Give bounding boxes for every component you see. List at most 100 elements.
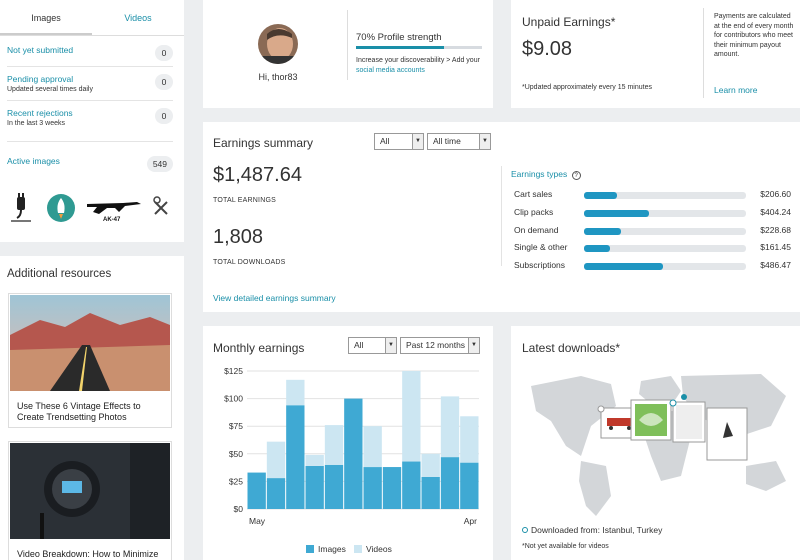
bar-videos xyxy=(305,454,324,466)
bar-images xyxy=(344,398,363,509)
tab-videos[interactable]: Videos xyxy=(124,13,152,23)
legend-label: Images xyxy=(318,544,346,554)
social-media-link[interactable]: social media accounts xyxy=(356,67,425,74)
bar-videos xyxy=(421,453,440,477)
total-downloads-label: TOTAL DOWNLOADS xyxy=(213,259,286,266)
tools-thumbnail[interactable] xyxy=(153,192,169,224)
stat-sub: In the last 3 weeks xyxy=(7,120,65,127)
earnings-type-bar-fill xyxy=(584,263,663,271)
bar-videos xyxy=(440,396,460,458)
bar-images xyxy=(421,476,440,509)
earnings-type-bar-fill xyxy=(584,227,622,235)
earnings-type-row: Subscriptions $486.47 xyxy=(514,260,794,272)
rifle-thumbnail[interactable]: AK-47 xyxy=(85,192,145,224)
lighting-setup-image xyxy=(10,443,170,539)
rocket-thumbnail[interactable] xyxy=(45,192,77,224)
help-icon[interactable]: ? xyxy=(571,171,581,180)
bar-videos xyxy=(324,425,344,465)
discoverability-text: Increase your discoverability > Add your… xyxy=(356,56,491,76)
learn-more-link[interactable]: Learn more xyxy=(714,85,758,95)
world-map[interactable] xyxy=(521,366,791,516)
tab-images[interactable]: Images xyxy=(0,0,92,35)
earnings-type-bar xyxy=(584,192,746,199)
download-location-marker[interactable] xyxy=(681,394,687,400)
bar-videos xyxy=(286,379,305,406)
payment-note: Payments are calculated at the end of ev… xyxy=(714,13,794,58)
monthly-type-select[interactable]: All ▼ xyxy=(348,337,397,354)
download-thumbnails xyxy=(597,399,748,461)
stat-active-images[interactable]: Active images 549 xyxy=(7,156,173,172)
earnings-type-bar xyxy=(584,245,746,253)
bar-images xyxy=(247,472,266,509)
x-tick-label: May xyxy=(249,516,266,526)
stat-label[interactable]: Not yet submitted xyxy=(7,45,74,55)
stat-label[interactable]: Recent rejections xyxy=(7,108,73,118)
y-tick-label: $0 xyxy=(234,504,244,514)
bar-images xyxy=(286,405,305,509)
earnings-type-bar-fill xyxy=(584,192,618,199)
stat-not-yet-submitted[interactable]: Not yet submitted 0 xyxy=(7,45,173,61)
resource-title[interactable]: Use These 6 Vintage Effects to Create Tr… xyxy=(17,401,141,422)
total-downloads-value: 1,808 xyxy=(213,226,264,248)
bar-videos xyxy=(402,371,421,462)
legend-swatch-images xyxy=(306,545,314,553)
additional-resources-panel: Additional resources Use These 6 Vintage… xyxy=(0,256,184,560)
x-tick-label: Apr xyxy=(464,516,477,526)
media-tabs: Images Videos xyxy=(0,0,184,36)
bar-videos xyxy=(460,416,479,463)
profile-panel: Hi, thor83 70% Profile strength Increase… xyxy=(203,0,493,108)
stat-pending-approval[interactable]: Pending approval Updated several times d… xyxy=(7,74,173,94)
earnings-type-value: $228.68 xyxy=(760,224,791,235)
avatar[interactable] xyxy=(258,24,298,64)
earnings-type-value: $486.47 xyxy=(760,260,791,271)
videos-note: *Not yet available for videos xyxy=(522,543,609,550)
monthly-earnings-panel: Monthly earnings All ▼ Past 12 months ▼ … xyxy=(203,326,493,560)
resource-card[interactable]: Use These 6 Vintage Effects to Create Tr… xyxy=(8,293,172,428)
avatar-image xyxy=(258,24,298,64)
bar-images xyxy=(402,461,421,509)
chevron-down-icon: ▼ xyxy=(385,338,396,353)
bar-images xyxy=(324,464,344,509)
y-tick-label: $125 xyxy=(224,366,243,376)
bar-images xyxy=(460,462,479,509)
profile-strength-label: 70% Profile strength xyxy=(356,32,442,43)
stat-label[interactable]: Pending approval xyxy=(7,74,74,84)
detailed-summary-link[interactable]: View detailed earnings summary xyxy=(213,293,336,303)
earnings-type-name: Cart sales xyxy=(514,189,553,199)
downloaded-from: Downloaded from: Istanbul, Turkey xyxy=(522,525,662,535)
resource-title[interactable]: Video Breakdown: How to Minimize Your Li… xyxy=(17,549,159,559)
stat-recent-rejections[interactable]: Recent rejections In the last 3 weeks 0 xyxy=(7,108,173,128)
location-dot-icon xyxy=(522,527,528,533)
monthly-period-select[interactable]: Past 12 months ▼ xyxy=(400,337,480,354)
total-earnings-value: $1,487.64 xyxy=(213,164,302,186)
earnings-type-row: On demand $228.68 xyxy=(514,225,794,237)
active-image-thumbnails: AK-47 xyxy=(5,188,177,228)
bar-images xyxy=(440,457,460,509)
unpaid-earnings-title: Unpaid Earnings* xyxy=(522,15,616,29)
earnings-type-bar xyxy=(584,227,746,235)
earnings-type-row: Cart sales $206.60 xyxy=(514,189,794,201)
plug-thumbnail[interactable] xyxy=(5,192,37,224)
bar-videos xyxy=(363,426,382,468)
desert-road-image xyxy=(10,295,170,391)
resources-title: Additional resources xyxy=(7,268,112,280)
earnings-type-bar xyxy=(584,263,746,271)
earnings-type-select[interactable]: All ▼ xyxy=(374,133,424,150)
count-badge: 549 xyxy=(146,156,173,172)
latest-downloads-title: Latest downloads* xyxy=(522,341,621,355)
latest-downloads-panel: Latest downloads* Downloaded fr xyxy=(511,326,800,560)
unpaid-earnings-amount: $9.08 xyxy=(522,38,573,60)
legend-label: Videos xyxy=(366,544,392,554)
profile-strength-fill xyxy=(356,46,445,49)
earnings-summary-panel: Earnings summary All ▼ All time ▼ $1,487… xyxy=(203,122,800,312)
discoverability-prefix: Increase your discoverability > Add your xyxy=(356,57,480,64)
earnings-type-value: $161.45 xyxy=(760,242,791,253)
stat-sub: Updated several times daily xyxy=(7,86,93,93)
earnings-period-select[interactable]: All time ▼ xyxy=(427,133,491,150)
bar-images xyxy=(266,478,286,509)
divider xyxy=(347,10,348,80)
stat-label[interactable]: Active images xyxy=(7,156,60,166)
resource-card[interactable]: Video Breakdown: How to Minimize Your Li… xyxy=(8,441,172,560)
y-tick-label: $50 xyxy=(229,449,243,459)
earnings-type-bar-fill xyxy=(584,209,650,217)
